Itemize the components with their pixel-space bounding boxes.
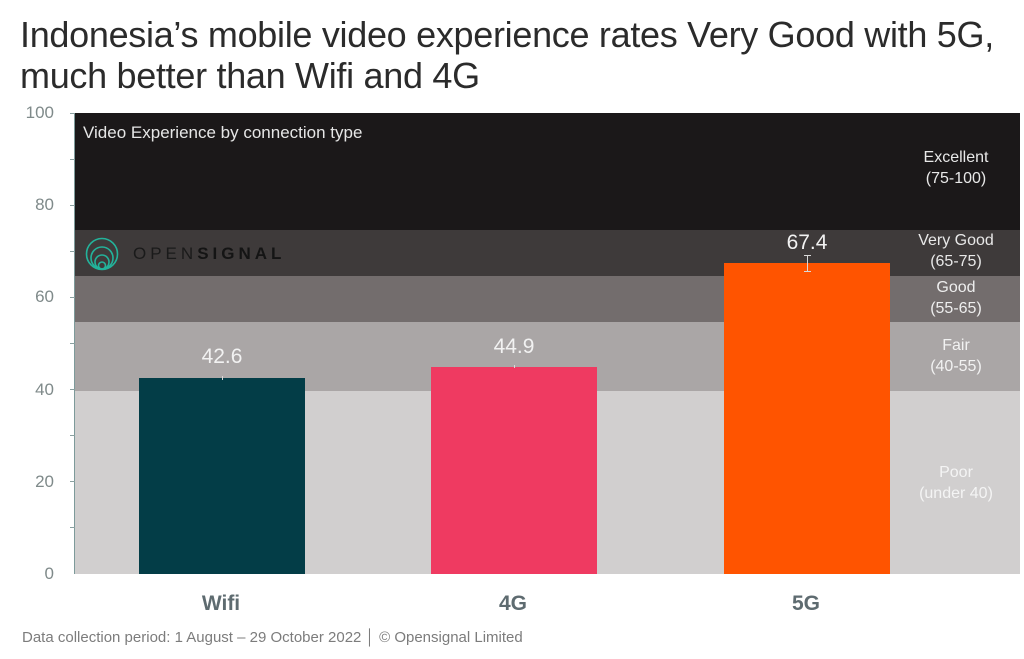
plot-area: Excellent (75-100) Very Good (65-75) Goo… [70, 113, 1020, 574]
band-label-poor: Poor (under 40) [896, 462, 1016, 504]
y-tick-label-40: 40 [35, 380, 54, 399]
y-tick-mark [70, 389, 75, 390]
band-label-excellent: Excellent (75-100) [896, 147, 1016, 189]
bar-value-5g: 67.4 [786, 231, 828, 254]
band-label-very-good: Very Good (65-75) [896, 230, 1016, 272]
opensignal-rings-icon [85, 237, 119, 271]
band-label-good: Good (55-65) [896, 277, 1016, 319]
y-tick-mark [70, 205, 75, 206]
band-range: (65-75) [930, 253, 982, 270]
footer-note: Data collection period: 1 August – 29 Oc… [22, 629, 523, 646]
band-name: Poor [939, 464, 973, 481]
bar-5g[interactable] [724, 263, 890, 574]
y-tick-label-100: 100 [25, 103, 54, 122]
opensignal-logo: OPENSIGNAL [85, 237, 285, 271]
band-excellent: Excellent (75-100) [75, 113, 1020, 230]
band-name: Fair [942, 337, 970, 354]
opensignal-wordmark: OPENSIGNAL [133, 244, 285, 264]
y-tick-label-60: 60 [35, 287, 54, 306]
y-tick-mark [70, 251, 75, 252]
chart-subtitle: Video Experience by connection type [83, 123, 363, 142]
logo-text-light: OPEN [133, 244, 198, 263]
chart-title: Indonesia’s mobile video experience rate… [20, 14, 994, 96]
error-bar-4g [514, 365, 515, 368]
band-range: (under 40) [919, 485, 993, 502]
x-label-5g: 5G [791, 592, 820, 615]
y-tick-mark [70, 113, 75, 114]
y-tick-mark [70, 435, 75, 436]
error-cap-5g-top [804, 255, 811, 256]
logo-text-bold: SIGNAL [197, 244, 286, 263]
y-tick-mark [70, 527, 75, 528]
y-tick-label-0: 0 [44, 564, 54, 583]
bar-wifi[interactable] [139, 378, 305, 574]
y-tick-label-80: 80 [35, 195, 54, 214]
error-cap-5g-bottom [804, 271, 811, 272]
band-range: (75-100) [925, 170, 987, 187]
error-bar-wifi [222, 376, 223, 380]
band-name: Good [936, 279, 976, 296]
band-name: Excellent [923, 149, 989, 166]
bar-4g[interactable] [431, 367, 597, 574]
error-bar-5g [807, 255, 808, 272]
x-label-4g: 4G [498, 592, 527, 615]
bar-value-4g: 44.9 [493, 335, 535, 358]
bar-value-wifi: 42.6 [201, 345, 243, 368]
band-name: Very Good [918, 232, 994, 249]
y-tick-mark [70, 481, 75, 482]
y-tick-label-20: 20 [35, 472, 54, 491]
x-label-wifi: Wifi [201, 592, 241, 615]
band-range: (40-55) [930, 358, 982, 375]
y-tick-mark [70, 343, 75, 344]
band-range: (55-65) [930, 300, 982, 317]
y-tick-mark [70, 159, 75, 160]
band-label-fair: Fair (40-55) [896, 335, 1016, 377]
y-tick-mark [70, 297, 75, 298]
